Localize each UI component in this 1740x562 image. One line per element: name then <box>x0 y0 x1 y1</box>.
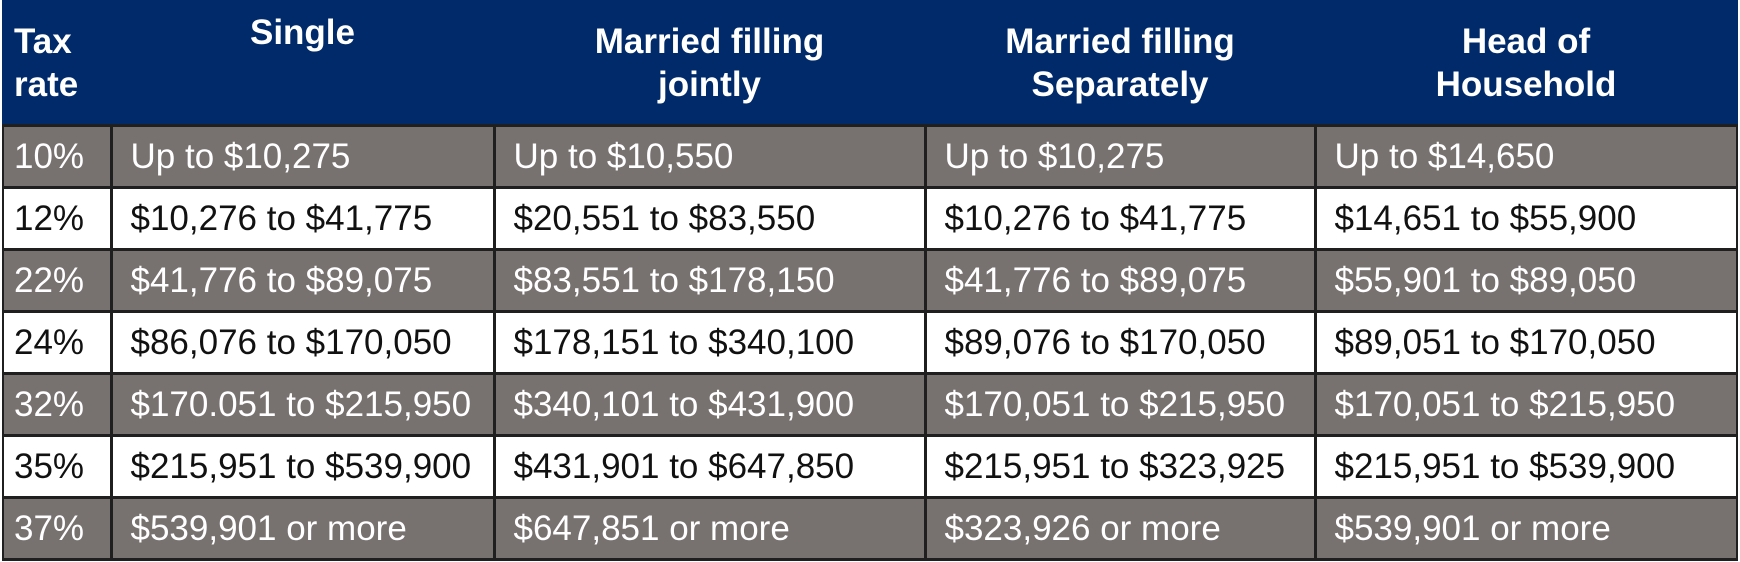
header-row: Tax rate Single Married filling jointly … <box>2 0 1738 127</box>
header-tax-rate: Tax rate <box>2 0 112 127</box>
header-married-jointly-line1: Married filling <box>594 22 825 61</box>
cell-married-jointly: $340,101 to $431,900 <box>492 372 927 437</box>
header-married-jointly: Married filling jointly <box>493 0 926 127</box>
header-married-jointly-line2: jointly <box>657 65 762 104</box>
cell-tax-rate: 22% <box>2 248 113 313</box>
cell-single: $41,776 to $89,075 <box>109 248 496 313</box>
cell-head-of-household: $89,051 to $170,050 <box>1313 310 1738 375</box>
cell-married-jointly: $178,151 to $340,100 <box>492 310 927 375</box>
cell-married-separately: $89,076 to $170,050 <box>923 310 1317 375</box>
table-row: 35% $215,951 to $539,900 $431,901 to $64… <box>2 434 1738 499</box>
header-single-line1: Single <box>249 13 356 52</box>
cell-married-separately: $323,926 or more <box>923 496 1317 561</box>
cell-head-of-household: $215,951 to $539,900 <box>1313 434 1738 499</box>
table-row: 32% $170.051 to $215,950 $340,101 to $43… <box>2 372 1738 437</box>
cell-married-jointly: $20,551 to $83,550 <box>492 186 927 251</box>
cell-head-of-household: Up to $14,650 <box>1313 124 1738 189</box>
header-head-of-household: Head of Household <box>1314 0 1738 127</box>
cell-head-of-household: $170,051 to $215,950 <box>1313 372 1738 437</box>
cell-head-of-household: $14,651 to $55,900 <box>1313 186 1738 251</box>
table-body: 10% Up to $10,275 Up to $10,550 Up to $1… <box>2 124 1738 561</box>
header-married-separately-line1: Married filling <box>1005 22 1235 61</box>
table-row: 24% $86,076 to $170,050 $178,151 to $340… <box>2 310 1738 375</box>
header-head-of-household-line1: Head of <box>1461 22 1591 61</box>
cell-married-separately: $215,951 to $323,925 <box>923 434 1317 499</box>
cell-married-separately: $170,051 to $215,950 <box>923 372 1317 437</box>
cell-married-separately: $10,276 to $41,775 <box>923 186 1317 251</box>
header-tax-rate-line2: rate <box>14 65 79 104</box>
header-tax-rate-line1: Tax <box>14 22 72 61</box>
cell-married-separately: $41,776 to $89,075 <box>923 248 1317 313</box>
table-row: 22% $41,776 to $89,075 $83,551 to $178,1… <box>2 248 1738 313</box>
cell-tax-rate: 32% <box>2 372 113 437</box>
cell-tax-rate: 10% <box>2 124 113 189</box>
cell-single: $215,951 to $539,900 <box>109 434 496 499</box>
cell-married-separately: Up to $10,275 <box>923 124 1317 189</box>
table-header: Tax rate Single Married filling jointly … <box>2 0 1738 127</box>
header-married-separately-line2: Separately <box>1031 65 1209 104</box>
cell-married-jointly: $83,551 to $178,150 <box>492 248 927 313</box>
cell-single: Up to $10,275 <box>109 124 496 189</box>
header-head-of-household-line2: Household <box>1435 65 1617 104</box>
cell-single: $10,276 to $41,775 <box>109 186 496 251</box>
cell-single: $170.051 to $215,950 <box>109 372 496 437</box>
cell-married-jointly: $431,901 to $647,850 <box>492 434 927 499</box>
cell-head-of-household: $55,901 to $89,050 <box>1313 248 1738 313</box>
cell-head-of-household: $539,901 or more <box>1313 496 1738 561</box>
cell-tax-rate: 37% <box>2 496 113 561</box>
cell-single: $86,076 to $170,050 <box>109 310 496 375</box>
header-single: Single <box>110 0 495 127</box>
cell-single: $539,901 or more <box>109 496 496 561</box>
cell-tax-rate: 24% <box>2 310 113 375</box>
table-row: 37% $539,901 or more $647,851 or more $3… <box>2 496 1738 561</box>
header-married-separately: Married filling Separately <box>924 0 1316 127</box>
cell-tax-rate: 35% <box>2 434 113 499</box>
cell-tax-rate: 12% <box>2 186 113 251</box>
cell-married-jointly: $647,851 or more <box>492 496 927 561</box>
table-row: 12% $10,276 to $41,775 $20,551 to $83,55… <box>2 186 1738 251</box>
cell-married-jointly: Up to $10,550 <box>492 124 927 189</box>
table-row: 10% Up to $10,275 Up to $10,550 Up to $1… <box>2 124 1738 189</box>
